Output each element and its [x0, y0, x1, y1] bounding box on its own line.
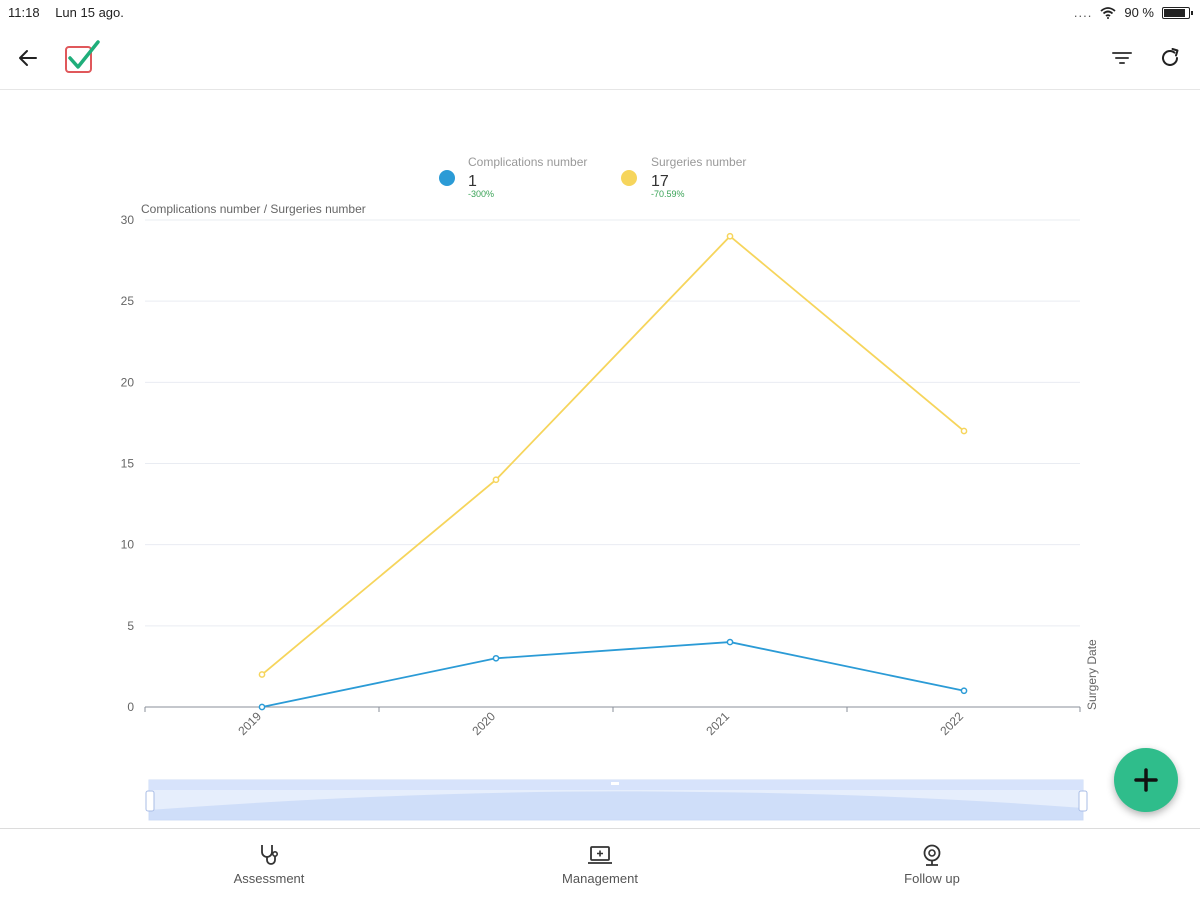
arrow-left-icon: [19, 50, 37, 66]
bottom-nav: Assessment Management Follow up: [0, 828, 1200, 900]
filter-icon: [1112, 52, 1132, 64]
app-logo: [62, 38, 102, 78]
nav-item-management[interactable]: Management: [530, 843, 670, 886]
wifi-icon: [1100, 6, 1116, 19]
battery-text: 90 %: [1124, 5, 1154, 20]
y-tick-label: 0: [127, 700, 134, 714]
line-chart[interactable]: 0 5 10 15 20 25 30 2019 2020 2021 2022 Complication…: [0, 90, 1200, 830]
chart-area: 0 5 10 15 20 25 30 2019 2020 2021 2022 Complication…: [0, 90, 1200, 830]
nav-label-follow-up: Follow up: [904, 871, 960, 886]
status-date: Lun 15 ago.: [55, 5, 124, 20]
legend-dot-surgeries[interactable]: [621, 170, 637, 186]
y-tick-label: 30: [121, 213, 135, 227]
y-tick-label: 10: [121, 538, 135, 552]
nav-item-assessment[interactable]: Assessment: [199, 843, 339, 886]
legend-label-surgeries[interactable]: Surgeries number: [651, 155, 746, 169]
webcam-icon: [923, 844, 941, 866]
refresh-icon: [1162, 48, 1179, 66]
x-tick-label: 2020: [469, 709, 498, 738]
back-button[interactable]: [8, 38, 48, 78]
nav-item-follow-up[interactable]: Follow up: [862, 843, 1002, 886]
filter-button[interactable]: [1102, 38, 1142, 78]
legend-value-complications: 1: [468, 173, 477, 190]
y-axis-label: Complications number / Surgeries number: [141, 202, 366, 216]
status-bar: 11:18 Lun 15 ago. .... 90 %: [0, 0, 1200, 26]
app-bar: [0, 26, 1200, 90]
legend-value-surgeries: 17: [651, 173, 669, 190]
legend-change-surgeries: -70.59%: [651, 189, 685, 199]
battery-icon: [1162, 6, 1193, 19]
y-tick-label: 25: [121, 294, 135, 308]
data-point[interactable]: [726, 638, 734, 646]
data-point[interactable]: [960, 427, 968, 435]
plus-icon: [1134, 768, 1158, 792]
refresh-button[interactable]: [1150, 38, 1190, 78]
x-tick-label: 2022: [937, 709, 966, 738]
data-point[interactable]: [726, 232, 734, 240]
data-point[interactable]: [492, 476, 500, 484]
nav-label-management: Management: [562, 871, 638, 886]
x-axis-label: Surgery Date: [1085, 639, 1099, 710]
series-line-complications: [261, 641, 965, 708]
legend-dot-complications[interactable]: [439, 170, 455, 186]
laptop-plus-icon: [588, 846, 612, 864]
checkbox-logo-icon: [65, 40, 100, 73]
series-line-surgeries: [261, 235, 965, 676]
x-tick-label: 2021: [703, 709, 732, 738]
status-left: 11:18 Lun 15 ago.: [8, 5, 136, 20]
legend-label-complications[interactable]: Complications number: [468, 155, 587, 169]
zoom-handle-left[interactable]: [145, 790, 155, 812]
data-point[interactable]: [960, 687, 968, 695]
x-tick-label: 2019: [235, 709, 264, 738]
signal-icon: ....: [1073, 5, 1093, 20]
stethoscope-icon: [261, 845, 278, 865]
zoom-slider-area: [149, 791, 1083, 820]
data-point[interactable]: [258, 703, 266, 711]
data-point[interactable]: [492, 654, 500, 662]
status-right: .... 90 %: [1073, 5, 1193, 20]
status-time: 11:18: [8, 5, 40, 20]
y-tick-label: 15: [121, 457, 135, 471]
zoom-handle-right[interactable]: [1078, 790, 1088, 812]
nav-label-assessment: Assessment: [233, 871, 305, 886]
zoom-slider-grip[interactable]: [611, 782, 619, 785]
y-tick-label: 5: [127, 619, 134, 633]
legend-change-complications: -300%: [468, 189, 494, 199]
battery-fill: [1164, 8, 1185, 17]
data-point[interactable]: [258, 671, 266, 678]
add-button[interactable]: [1114, 748, 1178, 812]
y-tick-label: 20: [121, 375, 135, 389]
